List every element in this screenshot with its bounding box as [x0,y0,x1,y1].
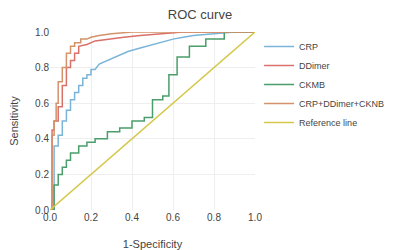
svg-text:CKMB: CKMB [299,80,325,90]
svg-text:ROC curve: ROC curve [168,7,232,22]
svg-text:0.0: 0.0 [35,205,49,216]
svg-text:CRP+DDimer+CKNB: CRP+DDimer+CKNB [299,99,384,109]
svg-text:0.2: 0.2 [35,169,49,180]
svg-text:0.8: 0.8 [35,62,49,73]
svg-text:0.0: 0.0 [43,212,57,223]
svg-text:1.0: 1.0 [248,212,262,223]
svg-text:0.6: 0.6 [35,98,49,109]
svg-text:0.4: 0.4 [125,212,139,223]
svg-text:Sensitivity: Sensitivity [8,96,20,146]
svg-text:0.4: 0.4 [35,133,49,144]
svg-text:1-Specificity: 1-Specificity [123,238,183,250]
svg-text:CRP: CRP [299,42,318,52]
svg-text:Reference line: Reference line [299,118,357,128]
svg-text:0.8: 0.8 [207,212,221,223]
svg-text:0.6: 0.6 [166,212,180,223]
svg-text:0.2: 0.2 [84,212,98,223]
svg-text:1.0: 1.0 [35,27,49,38]
svg-text:DDimer: DDimer [299,61,330,71]
